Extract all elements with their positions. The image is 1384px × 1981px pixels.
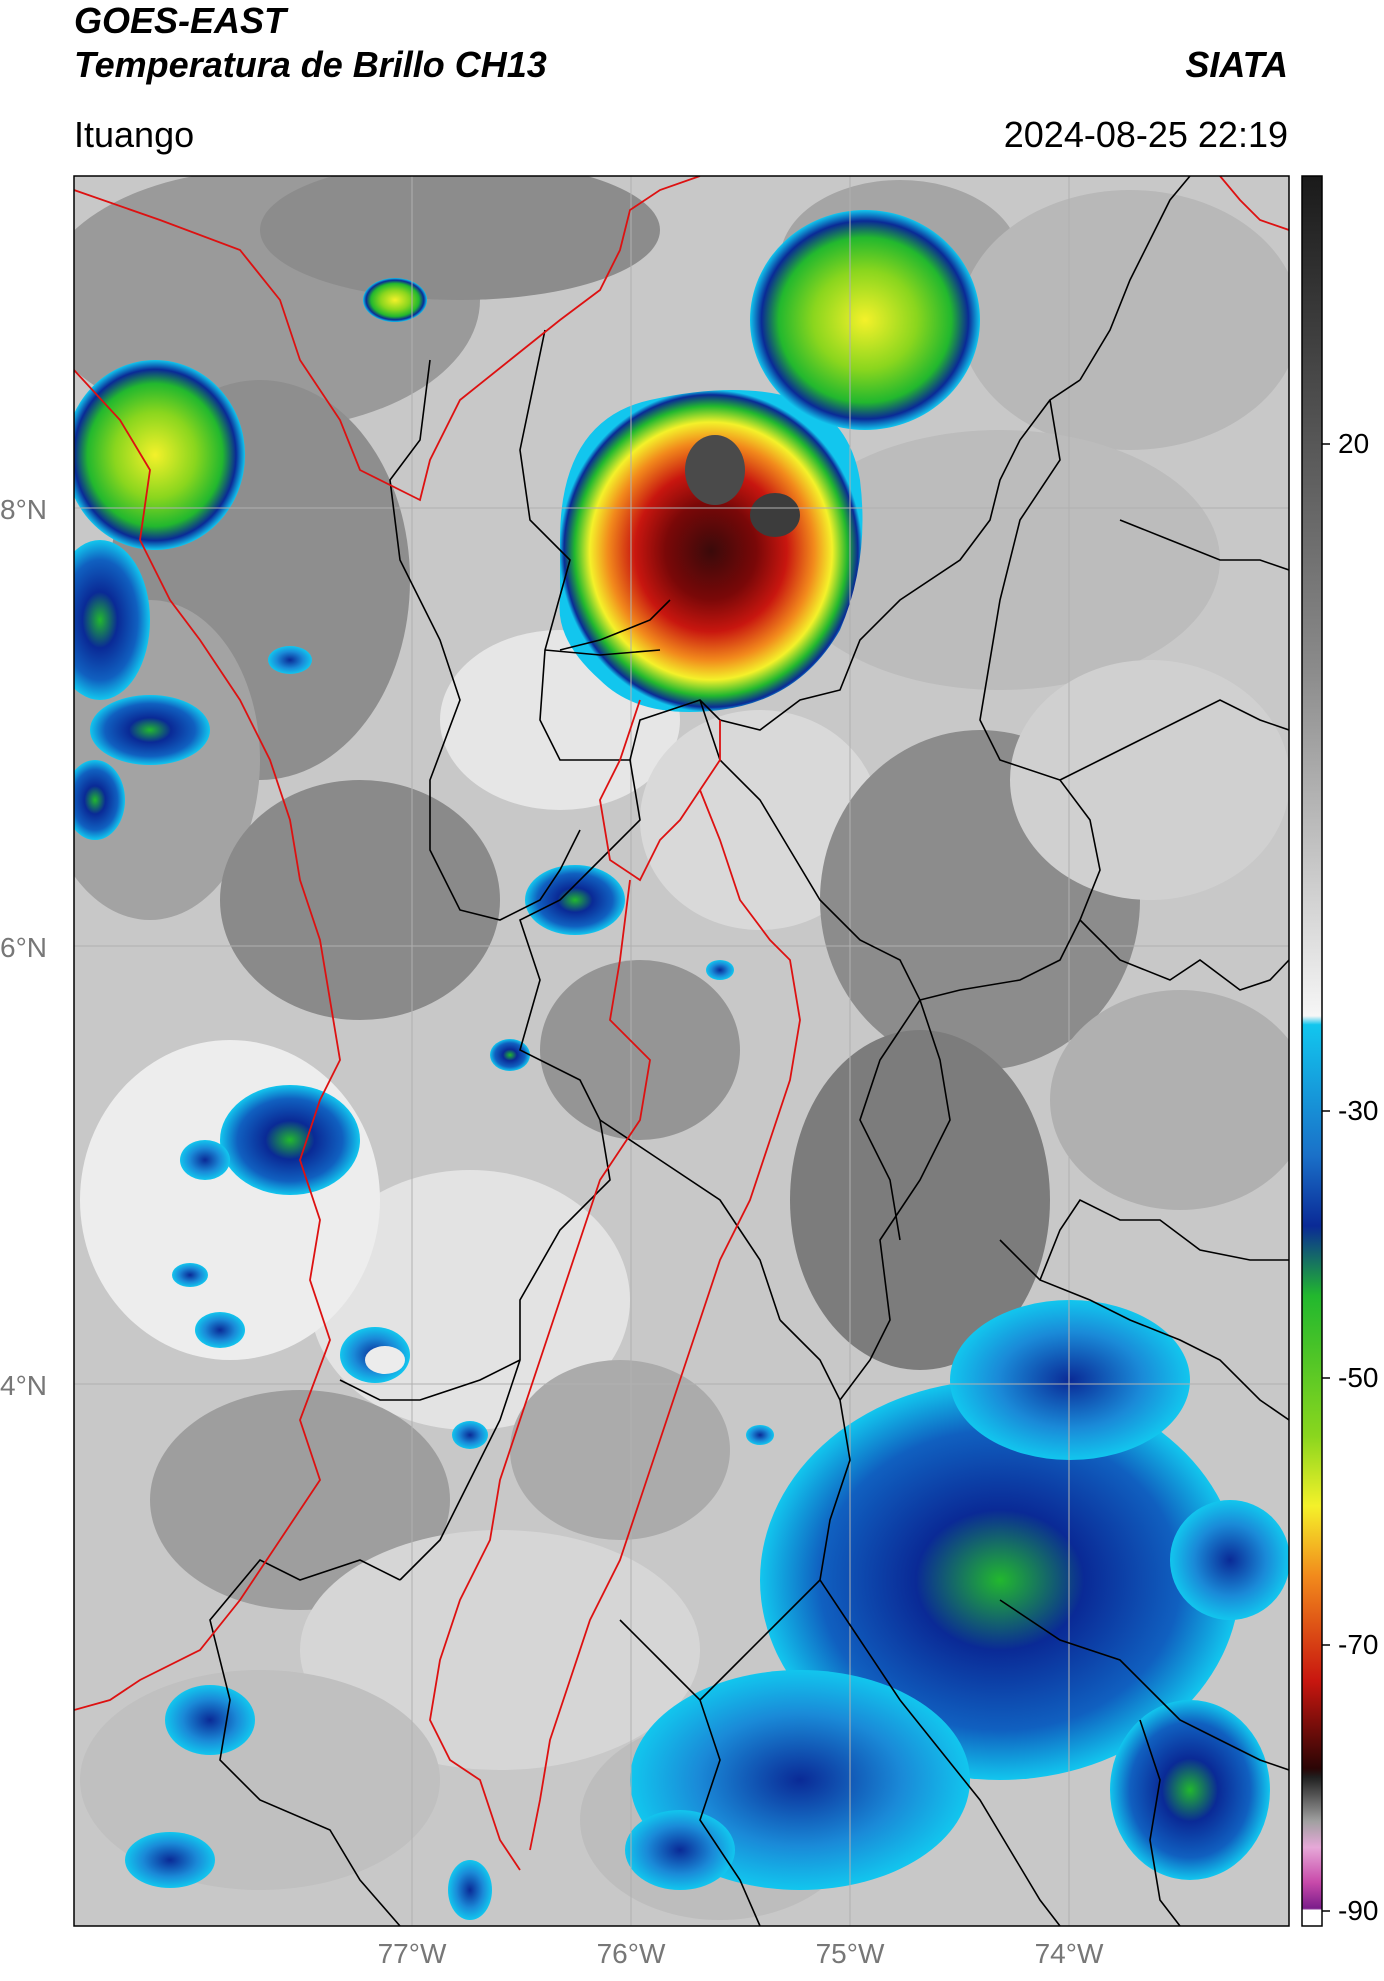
international-borders (74, 176, 1289, 1871)
lon-label-75w: 75°W (815, 1938, 885, 1969)
timestamp-label: 2024-08-25 22:19 (1003, 114, 1288, 155)
colorbar-label-minus70: -70 (1338, 1629, 1379, 1660)
colorbar-label-minus30: -30 (1338, 1095, 1379, 1126)
satellite-image (74, 176, 1289, 1926)
colorbar-label-20: 20 (1338, 428, 1370, 459)
location-label: Ituango (74, 114, 195, 155)
colorbar-label-minus90: -90 (1338, 1895, 1379, 1926)
gridlines (74, 176, 1289, 1926)
colorbar-label-minus50: -50 (1338, 1362, 1379, 1393)
colorbar-ticks (1322, 443, 1330, 1912)
colorbar (1301, 175, 1323, 1927)
lat-label-4n: 4°N (0, 1370, 47, 1401)
map-frame (73, 175, 1290, 1927)
lon-label-77w: 77°W (377, 1938, 447, 1969)
product-title: Temperatura de Brillo CH13 (74, 44, 547, 85)
lon-label-76w: 76°W (596, 1938, 666, 1969)
lon-label-74w: 74°W (1034, 1938, 1104, 1969)
satellite-title: GOES-EAST (74, 0, 287, 41)
state-borders (209, 176, 1289, 1926)
brand-label: SIATA (1185, 44, 1288, 85)
lat-label-6n: 6°N (0, 932, 47, 963)
lat-label-8n: 8°N (0, 494, 47, 525)
